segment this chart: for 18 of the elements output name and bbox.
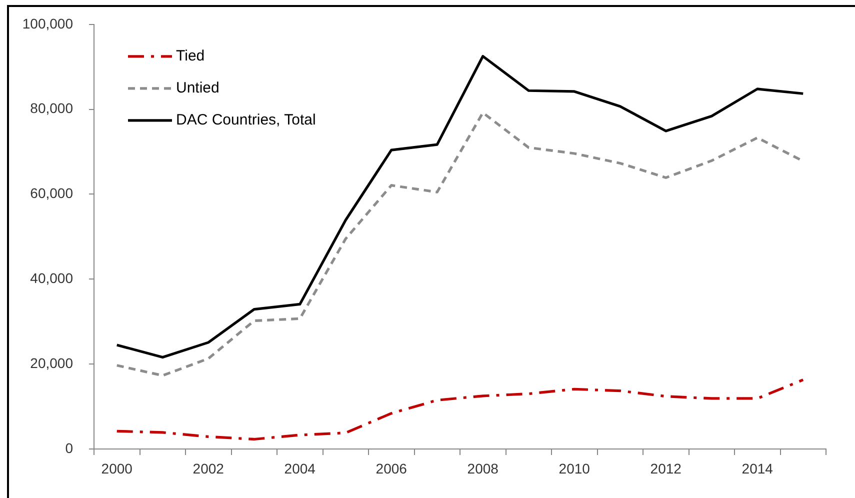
line-series [116, 378, 804, 441]
x-tick-label: 2000 [101, 460, 133, 476]
y-tick-label: 0 [65, 440, 74, 456]
legend-label: Untied [176, 80, 220, 97]
x-tick-label: 2014 [742, 460, 774, 476]
x-tick-label: 2006 [376, 460, 408, 476]
legend-label: Tied [176, 48, 205, 65]
x-tick-label: 2012 [650, 460, 682, 476]
y-tick-label: 20,000 [30, 354, 74, 371]
y-tick-label: 40,000 [30, 270, 74, 286]
x-tick-label: 2002 [192, 460, 224, 476]
y-tick-label: 100,000 [22, 15, 74, 32]
y-tick-label: 60,000 [30, 185, 74, 202]
legend-label: DAC Countries, Total [176, 112, 316, 129]
x-tick-label: 2008 [467, 460, 499, 476]
x-tick-label: 2010 [558, 460, 590, 476]
x-tick-label: 2004 [284, 460, 316, 476]
y-tick-label: 80,000 [30, 100, 74, 116]
